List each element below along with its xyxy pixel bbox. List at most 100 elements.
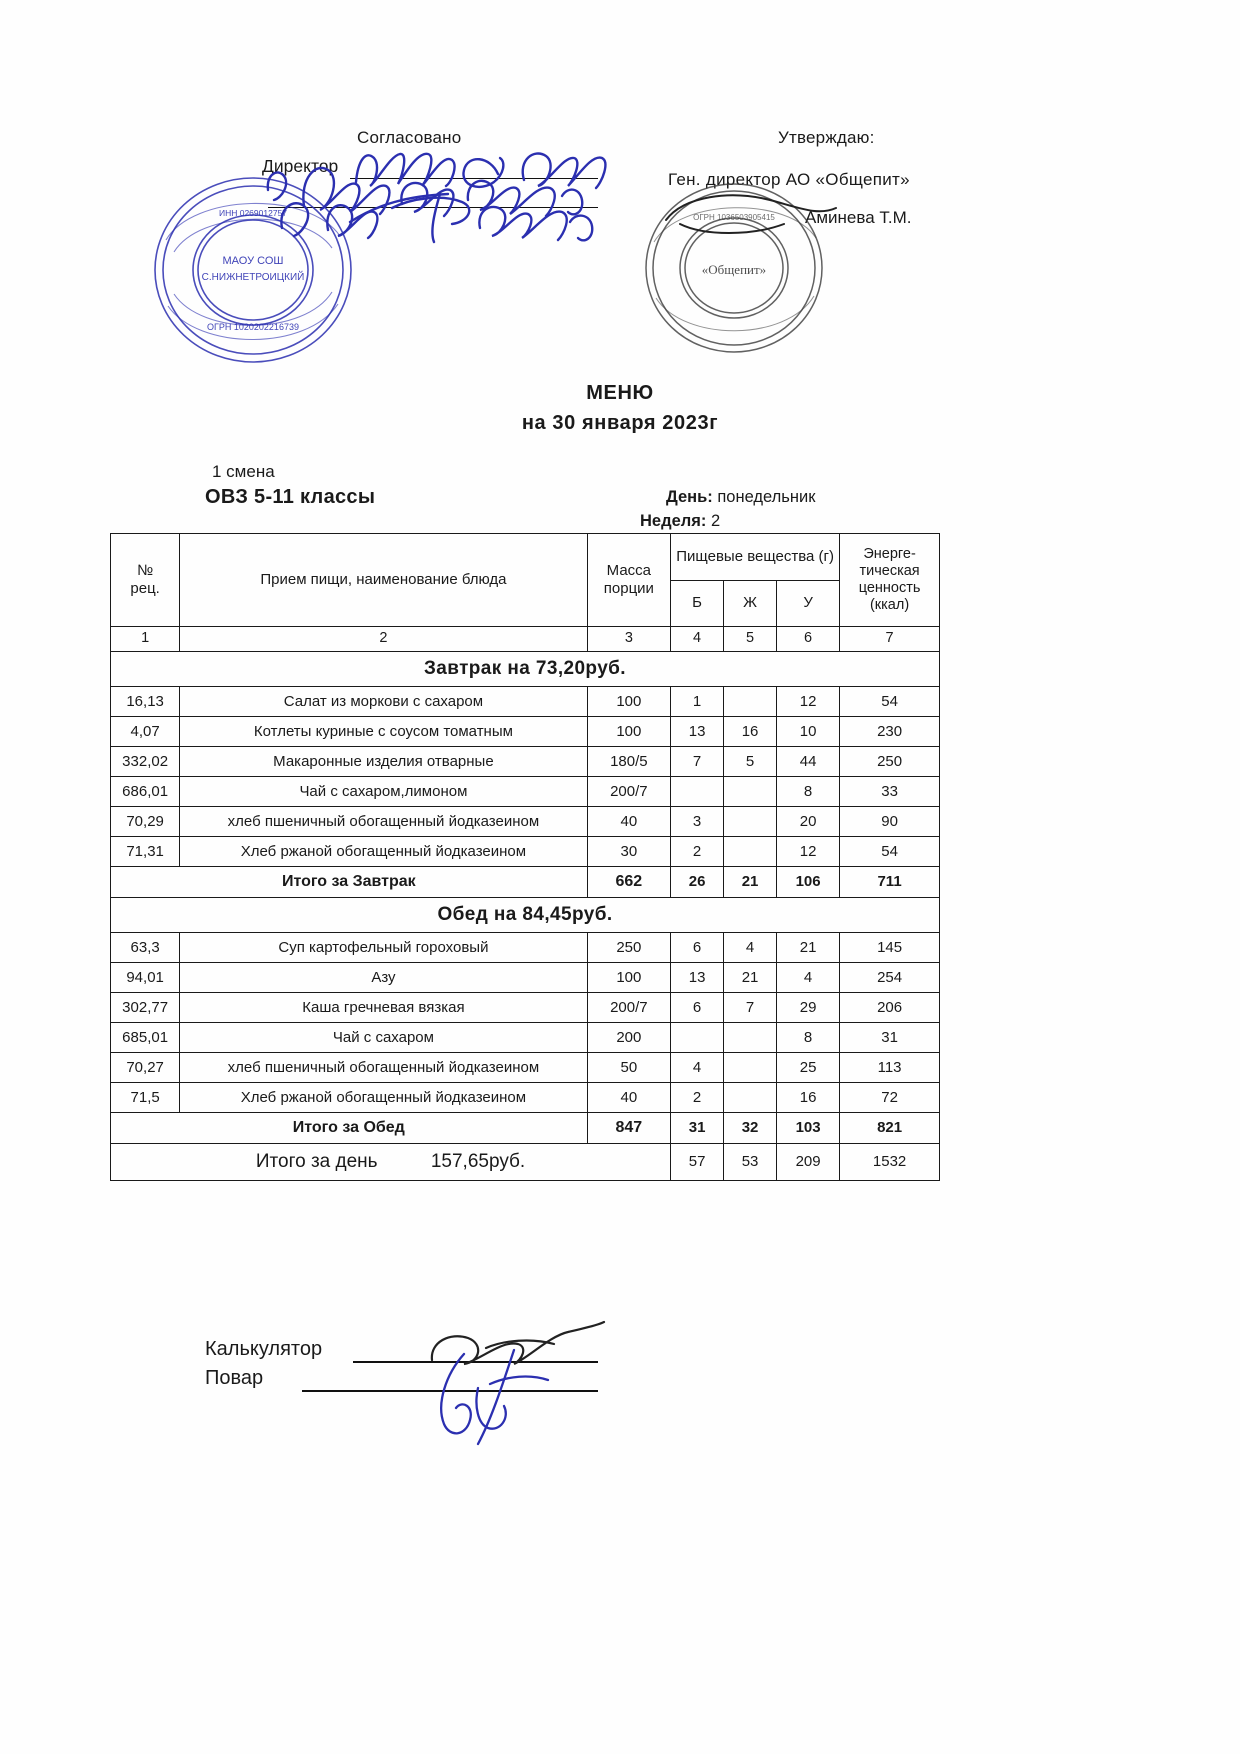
- page-title: МЕНЮ: [586, 382, 654, 404]
- cell-mass: 100: [586, 716, 672, 747]
- table-row: 71,31 Хлеб ржаной обогащенный йодказеино…: [109, 836, 940, 867]
- cell-carbs: 4: [776, 962, 841, 993]
- day-total-fat: 53: [723, 1143, 778, 1181]
- day-total-kcal: 1532: [839, 1143, 940, 1181]
- day-label: День:: [666, 488, 713, 506]
- document-title-block: МЕНЮ на 30 января 2023г: [0, 382, 1240, 435]
- header-energy-line2: тическая: [859, 562, 920, 579]
- day-total-row: Итого за день 157,65руб. 57 53 209 1532: [109, 1143, 940, 1181]
- page-subtitle-date: на 30 января 2023г: [521, 412, 719, 434]
- cell-kcal: 54: [839, 686, 940, 717]
- header-energy-value: Энерге- тическая ценность (ккал): [839, 533, 940, 627]
- stamp-right-line-1: «Общепит»: [702, 262, 766, 277]
- cell-protein: 13: [670, 962, 725, 993]
- cell-kcal: 90: [839, 806, 940, 837]
- cell-recipe: 63,3: [109, 932, 181, 963]
- cell-carbs: 16: [776, 1082, 841, 1113]
- stamp-left-line-4: ОГРН 1020202216739: [207, 322, 299, 332]
- cell-recipe: 70,27: [109, 1052, 181, 1083]
- cell-recipe: 16,13: [109, 686, 181, 717]
- class-group-label: ОВЗ 5-11 классы: [205, 486, 376, 508]
- gen-director-name: Аминева Т.М.: [805, 208, 912, 227]
- cell-fat: [723, 836, 778, 867]
- day-total-protein: 57: [670, 1143, 725, 1181]
- cook-label: Повар: [205, 1367, 264, 1389]
- cell-dish-name: Каша гречневая вязкая: [179, 992, 588, 1023]
- cell-dish-name: Салат из моркови с сахаром: [179, 686, 588, 717]
- cell-kcal: 54: [839, 836, 940, 867]
- cell-recipe: 685,01: [109, 1022, 181, 1053]
- header-energy-line1: Энерге-: [863, 545, 916, 562]
- cell-dish-name: Азу: [179, 962, 588, 993]
- cell-kcal: 113: [839, 1052, 940, 1083]
- cell-recipe: 302,77: [109, 992, 181, 1023]
- cell-fat: 21: [723, 962, 778, 993]
- cell-recipe: 686,01: [109, 776, 181, 807]
- header-carbs: У: [776, 579, 841, 627]
- cell-dish-name: Чай с сахаром,лимоном: [179, 776, 588, 807]
- approval-left-title: Согласовано: [357, 128, 462, 147]
- header-portion-mass-line2: порции: [603, 580, 654, 597]
- table-row: 685,01 Чай с сахаром 200 8 31: [109, 1022, 940, 1053]
- breakfast-total-kcal: 711: [839, 866, 940, 898]
- lunch-total-fat: 32: [723, 1112, 778, 1144]
- table-row: 4,07 Котлеты куриные с соусом томатным 1…: [109, 716, 940, 747]
- cell-kcal: 250: [839, 746, 940, 777]
- calculator-signature-row: Калькулятор: [205, 1338, 905, 1367]
- cell-carbs: 12: [776, 686, 841, 717]
- cell-recipe: 4,07: [109, 716, 181, 747]
- cook-signature-row: Повар: [205, 1367, 905, 1396]
- table-row: 71,5 Хлеб ржаной обогащенный йодказеином…: [109, 1082, 940, 1113]
- table-row: 332,02 Макаронные изделия отварные 180/5…: [109, 746, 940, 777]
- cell-protein: 6: [670, 992, 725, 1023]
- school-stamp: МАОУ СОШ С.НИЖНЕТРОИЦКИЙ ИНН 0269012757 …: [154, 177, 352, 363]
- cell-mass: 180/5: [586, 746, 672, 777]
- day-total-carbs: 209: [776, 1143, 841, 1181]
- cell-protein: 7: [670, 746, 725, 777]
- cell-protein: 4: [670, 1052, 725, 1083]
- cell-protein: 6: [670, 932, 725, 963]
- cell-carbs: 10: [776, 716, 841, 747]
- cell-fat: [723, 1022, 778, 1053]
- cell-mass: 50: [586, 1052, 672, 1083]
- header-recipe-number-line2: рец.: [130, 580, 160, 597]
- cell-dish-name: хлеб пшеничный обогащенный йодказеином: [179, 1052, 588, 1083]
- cell-mass: 100: [586, 686, 672, 717]
- table-row: 63,3 Суп картофельный гороховый 250 6 4 …: [109, 932, 940, 963]
- breakfast-total-fat: 21: [723, 866, 778, 898]
- cell-kcal: 72: [839, 1082, 940, 1113]
- cell-mass: 40: [586, 806, 672, 837]
- table-row: 94,01 Азу 100 13 21 4 254: [109, 962, 940, 993]
- cell-carbs: 44: [776, 746, 841, 777]
- lunch-total-mass: 847: [586, 1112, 672, 1144]
- cell-fat: [723, 806, 778, 837]
- cook-signature-line: [302, 1390, 598, 1392]
- header-protein: Б: [670, 579, 725, 627]
- director-signature-line-2: [268, 207, 598, 208]
- day-total-amount: 157,65руб.: [430, 1150, 526, 1172]
- day-value: понедельник: [717, 488, 816, 506]
- cell-carbs: 8: [776, 1022, 841, 1053]
- cell-fat: 16: [723, 716, 778, 747]
- breakfast-total-protein: 26: [670, 866, 725, 898]
- header-portion-mass: Масса порции: [586, 533, 672, 627]
- lunch-total-carbs: 103: [776, 1112, 841, 1144]
- lunch-total-protein: 31: [670, 1112, 725, 1144]
- breakfast-total-carbs: 106: [776, 866, 841, 898]
- cell-mass: 200: [586, 1022, 672, 1053]
- cell-recipe: 71,31: [109, 836, 181, 867]
- cell-recipe: 332,02: [109, 746, 181, 777]
- breakfast-title: Завтрак на 73,20руб.: [110, 651, 940, 687]
- header-fat: Ж: [723, 579, 778, 627]
- cell-dish-name: Хлеб ржаной обогащенный йодказеином: [179, 1082, 588, 1113]
- lunch-total-row: Итого за Обед 847 31 32 103 821: [110, 1112, 940, 1144]
- meal-section-header-lunch: Обед на 84,45руб.: [110, 897, 940, 933]
- lunch-total-kcal: 821: [839, 1112, 940, 1144]
- cell-carbs: 25: [776, 1052, 841, 1083]
- cell-kcal: 230: [839, 716, 940, 747]
- table-header-row-2: Б Ж У: [111, 579, 940, 627]
- cell-fat: [723, 1052, 778, 1083]
- director-handwritten-signature-line3: [280, 192, 594, 244]
- footer-signature-block: Калькулятор Повар: [205, 1338, 905, 1396]
- cell-kcal: 33: [839, 776, 940, 807]
